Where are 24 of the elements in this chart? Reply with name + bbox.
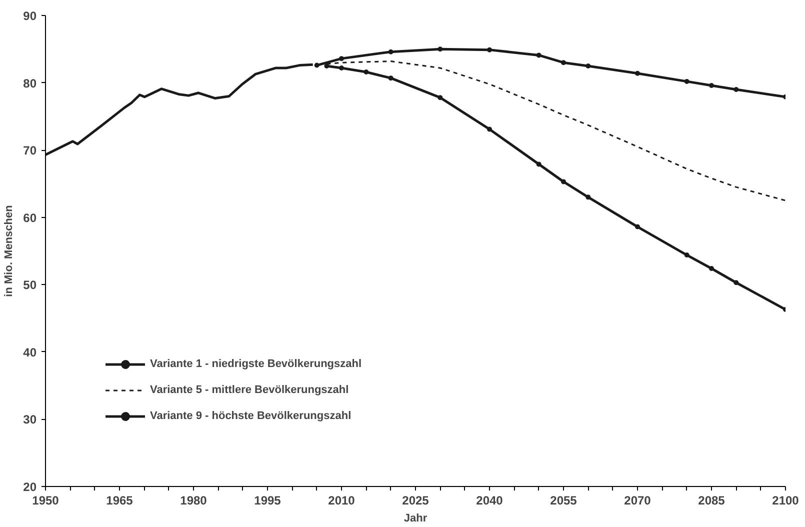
x-tick-label: 2100 xyxy=(772,494,800,508)
y-tick-label: 90 xyxy=(23,9,37,23)
y-tick-label: 30 xyxy=(23,412,37,427)
x-tick-label: 1980 xyxy=(180,494,208,508)
x-tick-label: 2070 xyxy=(624,494,652,508)
x-tick-label: 2085 xyxy=(698,494,726,508)
y-tick-label: 80 xyxy=(23,76,37,90)
y-tick-label: 60 xyxy=(23,210,37,225)
x-tick-label: 2055 xyxy=(550,494,578,508)
x-tick-label: 1950 xyxy=(32,494,60,508)
x-tick-label: 2040 xyxy=(476,494,504,508)
y-tick-label: 20 xyxy=(23,480,37,494)
y-tick-label: 40 xyxy=(23,345,37,360)
x-axis-title: Jahr xyxy=(404,512,428,524)
legend-label: Variante 9 - höchste Bevölkerungszahl xyxy=(150,410,352,422)
x-tick-label: 1965 xyxy=(106,494,134,508)
legend-label: Variante 5 - mittlere Bevölkerungszahl xyxy=(150,384,349,396)
x-tick-label: 1995 xyxy=(254,494,282,508)
x-tick-label: 2025 xyxy=(402,494,430,508)
legend-label: Variante 1 - niedrigste Bevölkerungszahl xyxy=(150,358,362,370)
y-tick-label: 70 xyxy=(23,144,37,158)
x-tick-label: 2010 xyxy=(328,494,356,508)
y-axis-title: in Mio. Menschen xyxy=(3,204,16,297)
y-tick-label: 50 xyxy=(23,278,37,292)
